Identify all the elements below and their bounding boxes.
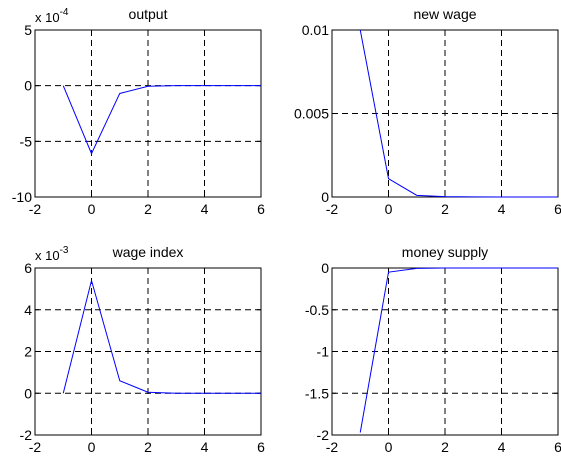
wage-index-title: wage index (112, 244, 184, 260)
new-wage-xtick-label: 0 (385, 201, 393, 217)
money-supply-title: money supply (402, 244, 488, 260)
output-ytick-label: 5 (24, 22, 32, 38)
output-ytick-label: -10 (12, 189, 32, 205)
new-wage-xtick-label: 2 (441, 201, 449, 217)
wage-index-ytick-label: 2 (24, 344, 32, 360)
wage-index-ytick-label: -2 (20, 427, 33, 443)
wage-index-series-line (62, 278, 261, 394)
money-supply-ytick-label: -2 (317, 427, 330, 443)
output-ytick-label: 0 (24, 78, 32, 94)
money-supply-xtick-label: 2 (441, 439, 449, 455)
output-series-line (62, 85, 261, 155)
wage-index-panel: -2 0 2 4 6 6 4 2 0 -2 wage index x 10-3 (20, 244, 266, 455)
new-wage-ytick-label: 0 (321, 189, 329, 205)
wage-index-xtick-label: 2 (144, 439, 152, 455)
output-xtick-label: 2 (144, 201, 152, 217)
output-xtick-label: 6 (257, 201, 265, 217)
new-wage-ytick-label: 0.005 (294, 106, 329, 122)
money-supply-xtick-label: 6 (554, 439, 561, 455)
output-panel: -2 0 2 4 6 5 0 -5 -10 output x 10-4 (12, 6, 265, 217)
output-xtick-label: 4 (201, 201, 209, 217)
money-supply-ytick-label: -1.5 (305, 385, 329, 401)
money-supply-series-line (359, 267, 558, 433)
new-wage-ytick-label: 0.01 (302, 22, 329, 38)
output-xtick-label: -2 (29, 201, 42, 217)
output-title: output (129, 6, 168, 22)
money-supply-panel: -2 0 2 4 6 0 -0.5 -1 -1.5 -2 money supply (305, 244, 561, 455)
output-xtick-label: 0 (88, 201, 96, 217)
wage-index-xtick-label: -2 (29, 439, 42, 455)
wage-index-ytick-label: 6 (24, 260, 32, 276)
wage-index-ytick-label: 4 (24, 302, 32, 318)
new-wage-xtick-label: 4 (498, 201, 506, 217)
money-supply-xtick-label: 0 (385, 439, 393, 455)
new-wage-title: new wage (413, 6, 476, 22)
money-supply-xtick-label: -2 (326, 439, 339, 455)
new-wage-xtick-label: 6 (554, 201, 561, 217)
wage-index-multiplier: x 10-3 (35, 245, 69, 263)
wage-index-ytick-label: 0 (24, 385, 32, 401)
new-wage-series-line (359, 29, 558, 198)
output-multiplier: x 10-4 (35, 7, 69, 25)
wage-index-xtick-label: 0 (88, 439, 96, 455)
money-supply-ytick-label: -1 (317, 344, 330, 360)
output-ytick-label: -5 (20, 133, 33, 149)
wage-index-xtick-label: 6 (257, 439, 265, 455)
wage-index-xtick-label: 4 (201, 439, 209, 455)
money-supply-ytick-label: -0.5 (305, 302, 329, 318)
new-wage-xtick-label: -2 (326, 201, 339, 217)
money-supply-xtick-label: 4 (498, 439, 506, 455)
money-supply-ytick-label: 0 (321, 260, 329, 276)
